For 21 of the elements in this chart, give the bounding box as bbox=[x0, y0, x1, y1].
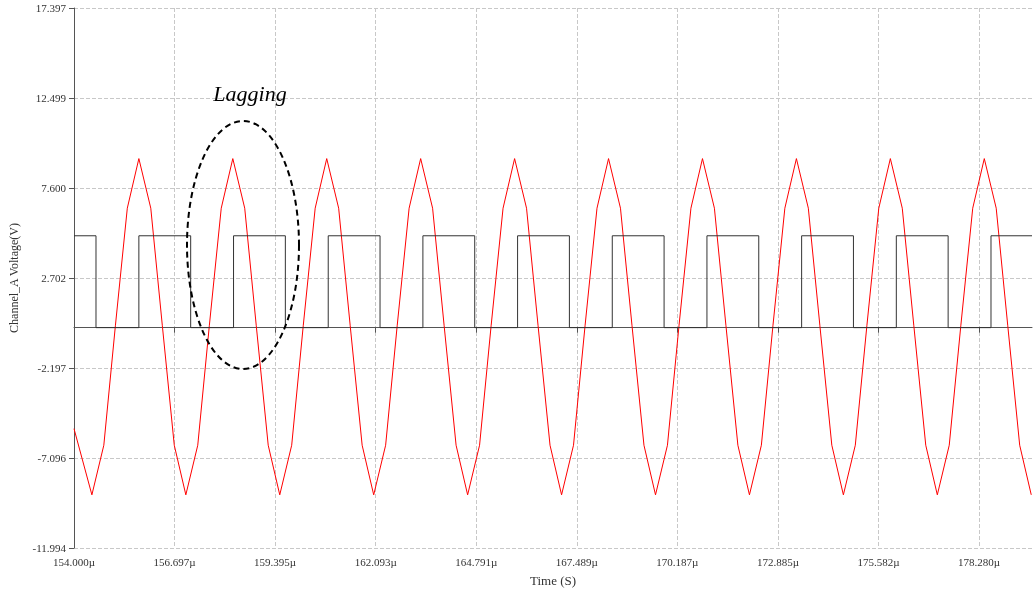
x-tick-label: 159.395µ bbox=[254, 555, 297, 568]
y-tick-label: 12.499 bbox=[35, 91, 67, 104]
y-tick-label: -2.197 bbox=[37, 362, 67, 374]
y-tick-label: -7.096 bbox=[37, 452, 67, 465]
y-tick-label: 2.702 bbox=[41, 271, 66, 284]
x-tick-label: 175.582µ bbox=[857, 555, 900, 568]
y-tick-label: 7.600 bbox=[41, 182, 67, 194]
x-tick-label: 167.489µ bbox=[555, 555, 598, 568]
x-axis-title: Time (S) bbox=[529, 573, 577, 588]
y-tick-label: 17.397 bbox=[35, 2, 67, 14]
x-tick-label: 164.791µ bbox=[455, 555, 498, 568]
x-tick-label: 172.885µ bbox=[756, 555, 800, 568]
x-tick-label: 162.093µ bbox=[354, 555, 397, 568]
y-axis-title: Channel_A Voltage(V) bbox=[7, 223, 21, 333]
x-tick-label: 170.187µ bbox=[656, 555, 699, 568]
y-tick-label: -11.994 bbox=[32, 542, 67, 554]
x-tick-label: 154.000µ bbox=[52, 555, 96, 568]
x-tick-label: 178.280µ bbox=[958, 555, 1001, 568]
line-series bbox=[73, 158, 1032, 496]
annotation: Lagging bbox=[212, 80, 287, 106]
x-tick-label: 156.697µ bbox=[153, 555, 196, 568]
